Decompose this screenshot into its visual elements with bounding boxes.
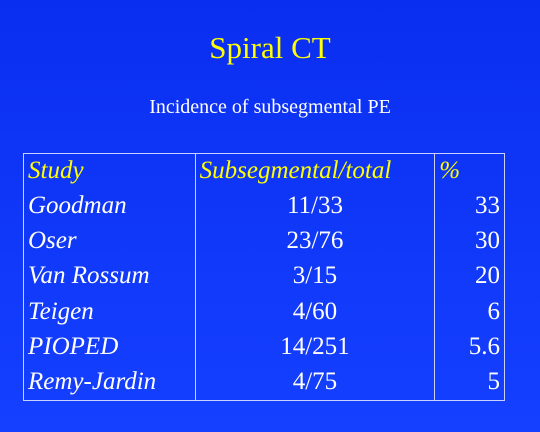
table-row: Teigen 4/60 6 (23, 293, 505, 330)
study-cell: Remy-Jardin (23, 364, 196, 401)
slide-title: Spiral CT (209, 30, 331, 65)
header-study: Study (23, 153, 196, 188)
percent-cell: 5.6 (434, 329, 505, 365)
study-cell: Van Rossum (23, 258, 196, 294)
ratio-cell: 3/15 (194, 258, 436, 294)
header-subsegmental-total: Subsegmental/total (194, 153, 436, 188)
header-percent: % (434, 153, 505, 188)
table-row: Goodman 11/33 33 (23, 188, 505, 224)
ratio-cell: 4/60 (194, 293, 436, 330)
ratio-cell: 14/251 (194, 329, 436, 365)
percent-cell: 5 (434, 364, 505, 401)
ratio-cell: 23/76 (194, 223, 436, 259)
table-row: Remy-Jardin 4/75 5 (23, 364, 505, 401)
percent-cell: 30 (434, 223, 505, 259)
percent-cell: 20 (434, 258, 505, 294)
study-cell: PIOPED (23, 329, 196, 365)
ratio-cell: 4/75 (194, 364, 436, 401)
incidence-table: Study Subsegmental/total % Goodman 11/33… (23, 153, 505, 401)
table-header-row: Study Subsegmental/total % (23, 153, 505, 188)
ratio-cell: 11/33 (194, 188, 436, 224)
table-row: PIOPED 14/251 5.6 (23, 329, 505, 365)
percent-cell: 33 (434, 188, 505, 224)
study-cell: Oser (23, 223, 196, 259)
slide-subtitle: Incidence of subsegmental PE (149, 96, 391, 118)
table-row: Oser 23/76 30 (23, 223, 505, 259)
study-cell: Teigen (23, 293, 196, 330)
percent-cell: 6 (434, 293, 505, 330)
study-cell: Goodman (23, 188, 196, 224)
table-row: Van Rossum 3/15 20 (23, 258, 505, 294)
